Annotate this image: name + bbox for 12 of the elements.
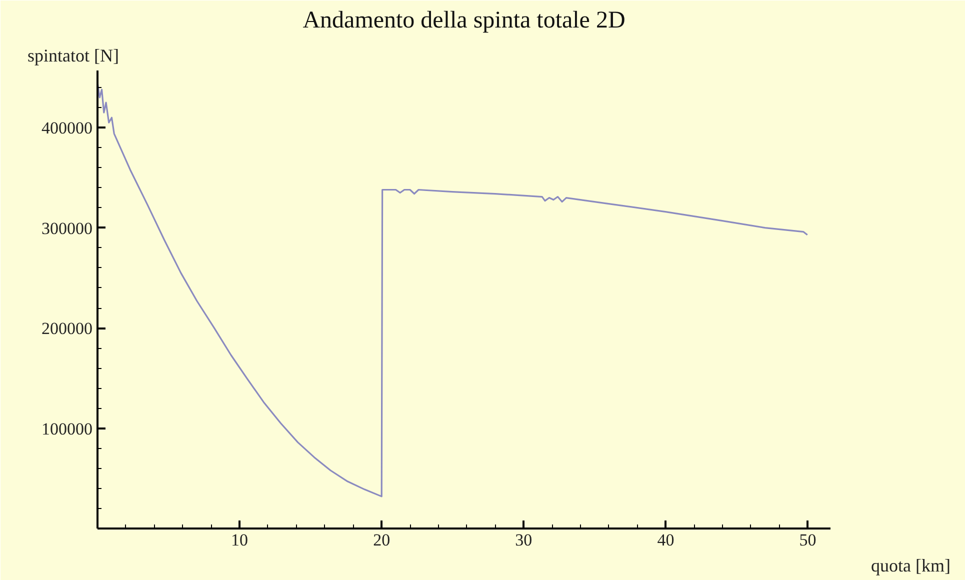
- x-tick-label: 50: [799, 530, 816, 550]
- x-tick-label: 40: [657, 530, 674, 550]
- x-axis-title: quota [km]: [871, 556, 951, 576]
- y-tick-label: 200000: [42, 319, 92, 338]
- y-axis-title: spintatot [N]: [28, 46, 119, 66]
- chart-title: Andamento della spinta totale 2D: [302, 8, 626, 34]
- x-tick-label: 30: [515, 530, 532, 550]
- y-tick-label: 100000: [42, 419, 92, 438]
- x-tick-label: 10: [231, 530, 248, 550]
- x-tick-label: 20: [373, 530, 390, 550]
- y-tick-label: 400000: [42, 118, 92, 138]
- y-tick-label: 300000: [42, 218, 92, 238]
